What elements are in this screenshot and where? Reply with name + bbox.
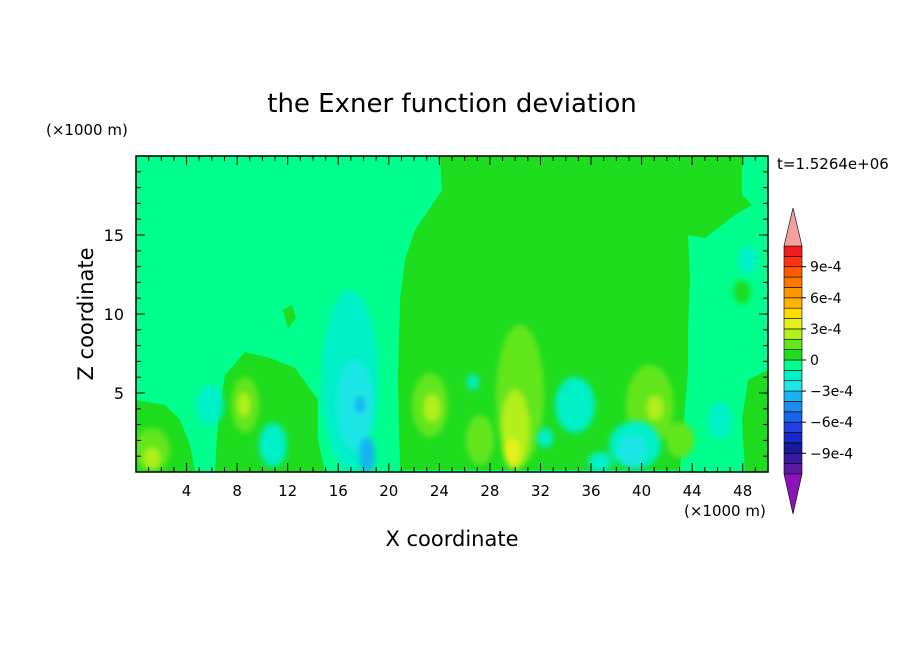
colorbar-bin [783,256,803,268]
colorbar-bin [783,442,803,454]
x-tick-label: 24 [430,482,449,500]
x-tick-label: 4 [182,482,192,500]
contour-region [196,385,224,425]
y-tick-label: 10 [104,305,124,324]
contour-region [283,305,296,328]
colorbar-bin [783,349,803,361]
contour-region [259,423,287,467]
colorbar-tick-label: 3e-4 [810,322,842,338]
colorbar-bin [783,245,803,257]
contour-region [738,246,758,274]
colorbar-bin [783,318,803,330]
x-tick-label: 36 [581,482,600,500]
y-axis-ticks: 5 10 15 [104,171,768,457]
contour-region [647,396,663,420]
colorbar-bin [783,390,803,402]
contour-region [424,394,440,422]
x-tick-label: 40 [632,482,651,500]
contour-region [666,422,694,458]
x-tick-label: 8 [232,482,242,500]
colorbar-bin [783,380,803,392]
colorbar-bin [783,421,803,433]
x-tick-label: 48 [733,482,752,500]
contour-region [504,438,520,466]
contour-region [742,370,768,472]
colorbar-tick-label: −3e-4 [810,384,853,400]
contour-region [708,402,732,438]
contour-region [359,437,375,472]
colorbar-over-triangle [783,207,803,247]
colorbar-tick-label: −6e-4 [810,415,853,431]
colorbar-bin [783,401,803,413]
colorbar-bin [783,452,803,464]
contour-region [555,377,595,433]
x-tick-label: 44 [683,482,702,500]
time-label: t=1.5264e+06 [777,155,889,173]
colorbar-bin [783,338,803,350]
y-unit-label: (×1000 m) [46,121,128,139]
x-tick-label: 16 [329,482,348,500]
contour-region [734,280,750,304]
contour-region [144,448,160,468]
chart-title: the Exner function deviation [267,89,637,119]
x-tick-label: 32 [531,482,550,500]
contour-region [467,374,479,390]
colorbar-bin [783,411,803,423]
y-tick-label: 5 [114,384,124,403]
colorbar-bin [783,359,803,371]
colorbar-tick-label: 9e-4 [810,260,842,276]
contour-region [466,415,494,465]
x-tick-label: 20 [379,482,398,500]
colorbar-tick-label: 0 [810,353,819,369]
colorbar-bin [783,432,803,444]
contour-region [588,452,612,472]
colorbar-bin [783,307,803,319]
colorbar-bin [783,266,803,278]
colorbar: 9e-4 6e-4 3e-4 0 −3e-4 −6e-4 −9e-4 [783,207,853,515]
colorbar-bin [783,328,803,340]
contour-region [355,396,365,414]
y-tick-label: 15 [104,226,124,245]
x-tick-label: 28 [480,482,499,500]
x-tick-label: 12 [278,482,297,500]
plot-area [136,156,768,472]
x-axis-ticks: 4 8 12 16 20 24 28 32 36 40 44 48 [148,156,756,500]
colorbar-bin [783,463,803,475]
colorbar-bin [783,276,803,288]
colorbar-tick-label: 6e-4 [810,291,842,307]
contour-field [136,156,768,472]
colorbar-tick-label: −9e-4 [810,446,853,462]
y-axis-label: Z coordinate [74,247,98,380]
colorbar-bin [783,297,803,309]
x-axis-label: X coordinate [385,527,518,551]
contour-region [618,434,646,466]
x-unit-label: (×1000 m) [684,502,766,520]
contour-region [537,428,553,448]
colorbar-under-triangle [783,473,803,515]
colorbar-bin [783,287,803,299]
contour-region [238,393,250,417]
colorbar-bin [783,370,803,382]
